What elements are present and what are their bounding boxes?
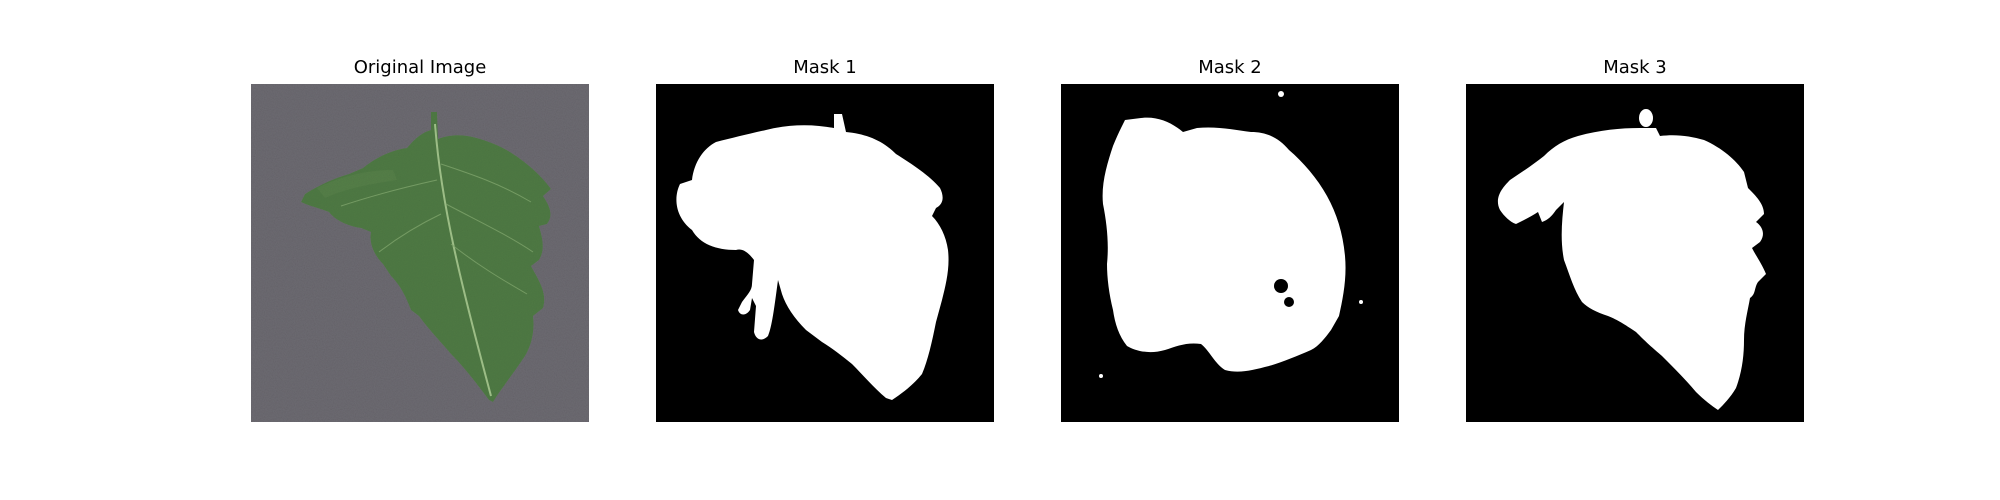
mask-fragment [1099,374,1103,378]
panel-title: Mask 2 [1198,57,1262,78]
mask-hole [1274,279,1288,293]
mask-fragment [1639,109,1653,127]
mask-fragment [1301,310,1305,322]
mask-2-image [1061,84,1399,422]
mask-1-image [656,84,994,422]
mask-foreground [1497,128,1766,410]
panel-title: Mask 3 [1603,57,1667,78]
leaf-midrib [434,123,492,397]
panel-original-image: Original Image [251,0,589,500]
mask-foreground [676,114,949,400]
leaf-veins [340,163,534,295]
mask-fragment [1359,300,1363,304]
original-leaf-photo [251,84,589,422]
mask-fragment [1278,91,1284,97]
mask-hole [1284,297,1294,307]
panel-mask-3: Mask 3 [1466,0,1804,500]
mask-3-image [1466,84,1804,422]
panel-mask-1: Mask 1 [656,0,994,500]
panel-title: Mask 1 [793,57,857,78]
leaf-shape [301,112,551,402]
panel-mask-2: Mask 2 [1061,0,1399,500]
mask-foreground [1102,117,1346,372]
panel-title: Original Image [353,57,487,78]
